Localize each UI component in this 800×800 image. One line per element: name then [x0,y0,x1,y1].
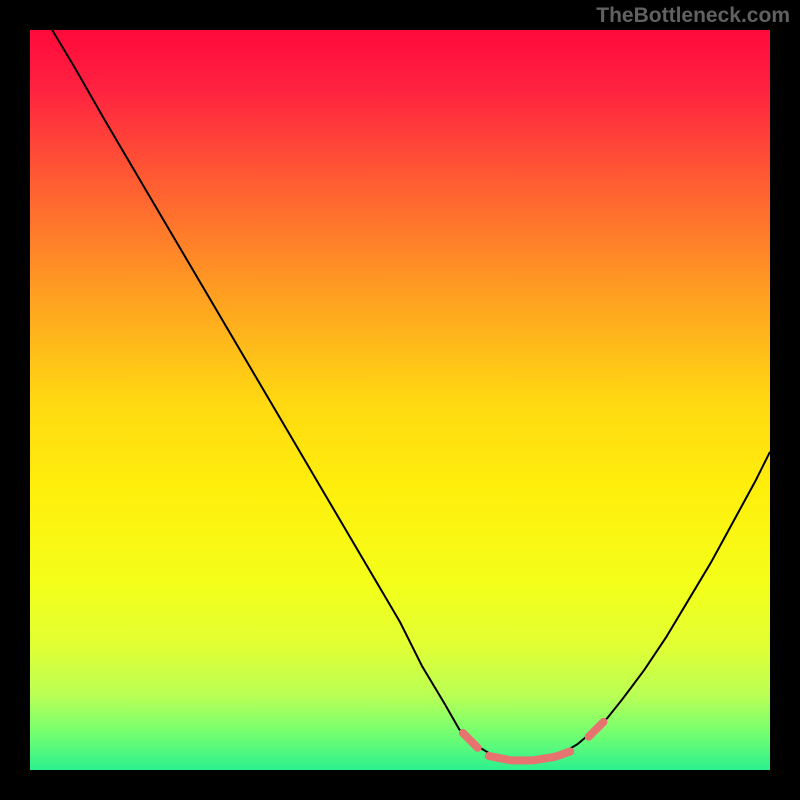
chart-container: TheBottleneck.com [0,0,800,800]
plot-area [30,30,770,770]
curve-layer [30,30,770,770]
marker-segment [489,752,570,761]
bottleneck-curve [52,30,770,760]
watermark-text: TheBottleneck.com [596,4,790,28]
marker-segment [463,733,478,748]
marker-segment [589,722,604,737]
